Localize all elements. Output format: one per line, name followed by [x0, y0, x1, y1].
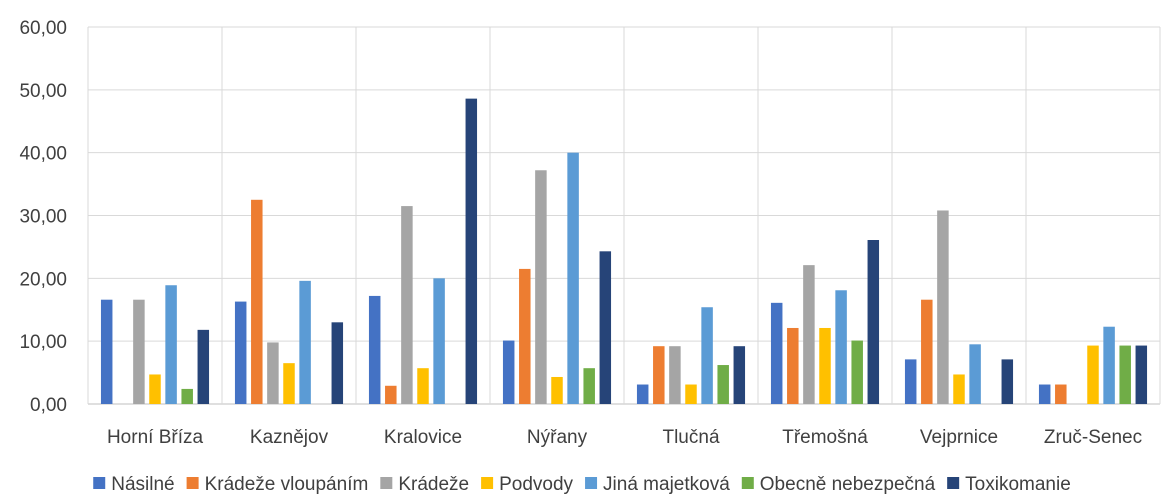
bar	[669, 346, 681, 404]
bar	[267, 342, 279, 404]
legend-label: Krádeže	[398, 474, 469, 495]
bar	[251, 199, 263, 404]
bar	[583, 368, 595, 404]
bar	[653, 346, 665, 404]
bar	[636, 384, 649, 404]
legend-label: Krádeže vloupáním	[205, 474, 369, 495]
bar	[835, 290, 847, 404]
bar	[921, 299, 933, 404]
y-tick-label: 40,00	[19, 144, 67, 165]
y-tick-label: 20,00	[19, 269, 67, 290]
bar	[551, 376, 563, 404]
bar	[567, 152, 579, 404]
bar	[502, 340, 515, 404]
x-tick-label: Tlučná	[662, 427, 719, 448]
bar	[819, 327, 831, 404]
bars	[100, 98, 1148, 404]
bar	[1001, 359, 1014, 404]
gridlines	[87, 26, 1161, 405]
bar	[599, 251, 612, 404]
bar	[733, 346, 746, 404]
x-tick-label: Zruč-Senec	[1044, 427, 1142, 448]
bar	[803, 265, 815, 404]
bar	[149, 374, 161, 404]
legend: Násilné Krádeže vloupáním Krádeže Podvody Ji…	[93, 474, 1071, 495]
legend-swatch	[741, 477, 754, 489]
y-tick-label: 0,00	[30, 395, 67, 416]
y-tick-label: 10,00	[19, 332, 67, 353]
bar	[867, 240, 880, 404]
x-tick-label: Horní Bříza	[107, 427, 204, 448]
legend-swatch	[93, 477, 106, 489]
bar	[519, 268, 531, 404]
bar	[368, 295, 381, 404]
bar	[701, 307, 713, 404]
bar	[433, 278, 445, 404]
bar	[851, 340, 863, 404]
bar	[234, 301, 247, 404]
y-tick-label: 50,00	[19, 81, 67, 102]
bar	[299, 280, 311, 404]
bar	[770, 302, 783, 404]
bar	[1087, 345, 1099, 404]
bar	[1119, 345, 1131, 404]
x-tick-label: Kralovice	[384, 427, 462, 448]
bar	[331, 322, 344, 404]
legend-label: Jiná majetková	[603, 474, 730, 495]
bar	[100, 299, 113, 404]
legend-swatch	[380, 477, 393, 489]
legend-swatch	[186, 477, 199, 489]
bar	[165, 285, 177, 404]
bar	[904, 359, 917, 404]
y-tick-label: 60,00	[19, 18, 67, 39]
legend-label: Obecně nebezpečná	[760, 474, 936, 495]
bar	[417, 368, 429, 404]
x-tick-label: Třemošná	[782, 427, 868, 448]
bar	[535, 170, 547, 404]
legend-label: Podvody	[499, 474, 573, 495]
legend-items: Násilné Krádeže vloupáním Krádeže Podvody Ji…	[93, 474, 1071, 495]
bar	[787, 327, 799, 404]
bar	[937, 210, 949, 404]
bar	[401, 206, 413, 404]
bar	[1135, 345, 1148, 404]
bar	[465, 98, 478, 404]
bar	[953, 374, 965, 404]
bar	[181, 388, 193, 404]
bar	[1038, 384, 1051, 404]
bar	[283, 363, 295, 404]
bar	[685, 384, 697, 404]
bar	[385, 385, 397, 404]
bar	[717, 365, 729, 404]
bar	[133, 299, 145, 404]
y-axis: 0,00 10,00 20,00 30,00 40,00 50,00 60,00	[19, 18, 67, 416]
bar	[197, 329, 210, 404]
x-axis: Horní Bříza Kaznějov Kralovice Nýřany Tlučná…	[107, 427, 1142, 448]
bar	[1055, 384, 1067, 404]
x-tick-label: Nýřany	[527, 427, 588, 448]
legend-swatch	[947, 477, 960, 489]
legend-label: Toxikomanie	[965, 474, 1071, 495]
y-tick-label: 30,00	[19, 207, 67, 228]
bar	[969, 344, 981, 404]
x-tick-label: Vejprnice	[920, 427, 998, 448]
legend-swatch	[585, 477, 598, 489]
legend-swatch	[481, 477, 494, 489]
bar	[1103, 326, 1115, 404]
legend-label: Násilné	[111, 474, 174, 495]
x-tick-label: Kaznějov	[250, 427, 329, 448]
